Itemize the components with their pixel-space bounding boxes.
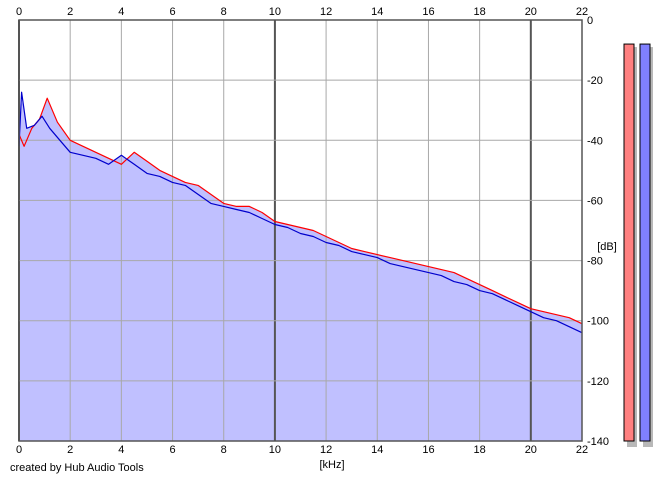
x-tick-label-bottom: 6 — [169, 444, 175, 456]
y-tick-label: -60 — [587, 195, 603, 207]
y-tick-label: -20 — [587, 75, 603, 87]
spectrum-area-fill — [19, 98, 582, 441]
x-tick-label-bottom: 0 — [16, 444, 22, 456]
level-meter-1 — [623, 43, 635, 442]
x-tick-label-top: 14 — [371, 6, 383, 18]
x-tick-label-top: 2 — [67, 6, 73, 18]
x-tick-label-bottom: 10 — [269, 444, 281, 456]
x-tick-label-bottom: 20 — [525, 444, 537, 456]
series-line-1 — [18, 97, 583, 325]
y-tick-label: -40 — [587, 135, 603, 147]
x-tick-label-top: 6 — [169, 6, 175, 18]
x-tick-label-bottom: 22 — [576, 444, 588, 456]
y-tick-label: -100 — [587, 316, 609, 328]
level-meter-2 — [639, 43, 651, 442]
x-tick-label-top: 8 — [221, 6, 227, 18]
x-tick-label-top: 10 — [269, 6, 281, 18]
credit-text: created by Hub Audio Tools — [10, 462, 144, 474]
x-tick-label-top: 18 — [474, 6, 486, 18]
x-tick-label-bottom: 12 — [320, 444, 332, 456]
plot-frame — [18, 19, 583, 442]
x-tick-label-bottom: 2 — [67, 444, 73, 456]
y-tick-label: -80 — [587, 256, 603, 268]
x-tick-label-bottom: 14 — [371, 444, 383, 456]
y-tick-label: 0 — [587, 15, 593, 27]
x-tick-label-top: 4 — [118, 6, 124, 18]
x-tick-label-top: 20 — [525, 6, 537, 18]
plot-area: 002244668810101212141416161818202022220-… — [16, 6, 609, 456]
x-tick-label-bottom: 18 — [474, 444, 486, 456]
x-tick-label-bottom: 16 — [422, 444, 434, 456]
series-line-2 — [18, 91, 583, 334]
y-axis-unit-label: [dB] — [597, 241, 617, 253]
x-tick-label-top: 16 — [422, 6, 434, 18]
y-tick-label: -140 — [587, 436, 609, 448]
x-tick-label-top: 12 — [320, 6, 332, 18]
x-tick-label-bottom: 4 — [118, 444, 124, 456]
x-tick-label-top: 0 — [16, 6, 22, 18]
x-tick-label-bottom: 8 — [221, 444, 227, 456]
level-meters — [623, 43, 653, 448]
y-tick-label: -120 — [587, 376, 609, 388]
x-axis-unit-label: [kHz] — [319, 459, 344, 471]
x-tick-label-top: 22 — [576, 6, 588, 18]
